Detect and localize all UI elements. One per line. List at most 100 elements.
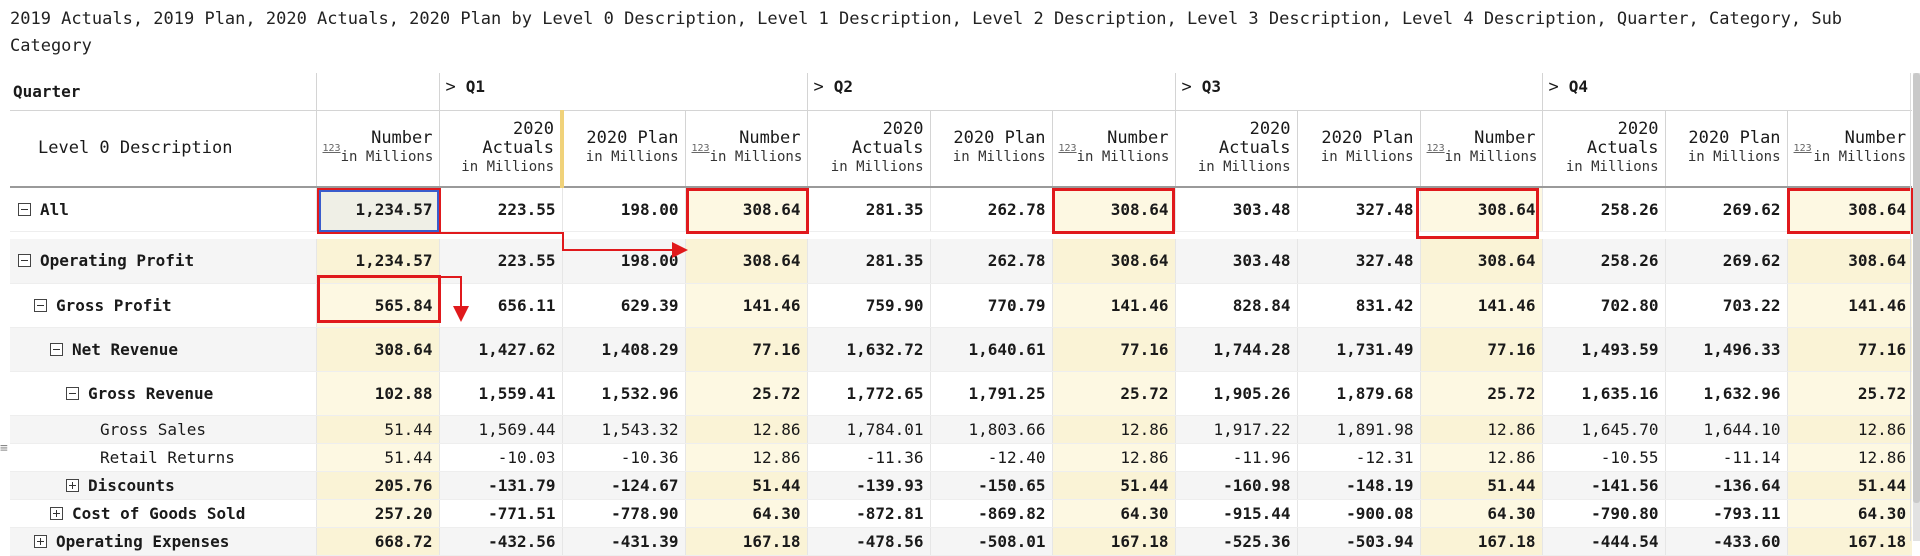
value-cell[interactable]: 702.80 (1541, 283, 1666, 328)
value-cell[interactable]: 77.16 (1419, 327, 1543, 372)
value-cell[interactable]: -869.82 (929, 499, 1053, 528)
value-cell[interactable]: 1,559.41 (438, 371, 562, 416)
value-cell[interactable]: 308.64 (1786, 187, 1913, 232)
value-cell[interactable]: 1,917.22 (1174, 415, 1298, 444)
column-header-actuals[interactable]: 2020 Actuals in Millions (1541, 110, 1666, 188)
value-cell[interactable]: 167.18 (1786, 527, 1913, 556)
value-cell[interactable]: 327.48 (1296, 187, 1421, 232)
value-cell[interactable]: 12.86 (1419, 415, 1543, 444)
value-cell[interactable]: -793.11 (1664, 499, 1788, 528)
column-header-plan[interactable]: 2020 Plan in Millions (1664, 110, 1788, 188)
table-row[interactable]: Cost of Goods Sold 257.20 -771.51 -778.90 64… (10, 499, 1913, 528)
value-cell[interactable]: 262.78 (929, 239, 1053, 284)
expand-icon[interactable] (50, 506, 63, 520)
value-cell[interactable]: 1,632.72 (806, 327, 931, 372)
value-cell[interactable]: 12.86 (1051, 443, 1176, 472)
value-cell[interactable]: -503.94 (1296, 527, 1421, 556)
table-row[interactable]: Net Revenue 308.64 1,427.62 1,408.29 77.16 1,… (10, 327, 1913, 372)
value-cell[interactable]: 1,803.66 (929, 415, 1053, 444)
value-cell[interactable]: 629.39 (561, 283, 685, 328)
value-cell[interactable]: -508.01 (929, 527, 1053, 556)
value-cell[interactable]: -160.98 (1174, 471, 1298, 500)
value-cell[interactable]: 308.64 (1051, 239, 1176, 284)
row-header[interactable]: Net Revenue (10, 327, 316, 372)
value-cell[interactable]: 25.72 (684, 371, 808, 416)
value-cell[interactable]: -900.08 (1296, 499, 1421, 528)
column-header-number[interactable]: 123 Number in Millions (1051, 110, 1176, 188)
level0-header[interactable]: Level 0 Description (10, 110, 316, 188)
value-cell[interactable]: -139.93 (806, 471, 931, 500)
value-cell[interactable]: -136.64 (1664, 471, 1788, 500)
value-cell[interactable]: 141.46 (1786, 283, 1913, 328)
value-cell[interactable]: 1,645.70 (1541, 415, 1666, 444)
row-header[interactable]: All (10, 187, 316, 232)
column-header-plan[interactable]: 2020 Plan in Millions (1296, 110, 1421, 188)
column-header-actuals[interactable]: 2020 Actuals in Millions (438, 110, 564, 188)
value-cell[interactable]: 205.76 (315, 471, 439, 500)
value-cell[interactable]: 308.64 (1419, 239, 1543, 284)
value-cell[interactable]: -10.03 (438, 443, 562, 472)
value-cell[interactable]: -141.56 (1541, 471, 1666, 500)
column-header-plan[interactable]: 2020 Plan in Millions (929, 110, 1053, 188)
column-header-plan[interactable]: 2020 Plan in Millions (561, 110, 685, 188)
value-cell[interactable]: 167.18 (1419, 527, 1543, 556)
value-cell[interactable]: -872.81 (806, 499, 931, 528)
value-cell[interactable]: 1,784.01 (806, 415, 931, 444)
value-cell[interactable]: 1,543.32 (561, 415, 685, 444)
value-cell[interactable]: 303.48 (1174, 187, 1298, 232)
value-cell[interactable]: -150.65 (929, 471, 1053, 500)
value-cell[interactable]: -11.14 (1664, 443, 1788, 472)
collapse-icon[interactable] (34, 298, 47, 312)
resize-handle-icon[interactable]: ≡ (0, 441, 8, 456)
value-cell[interactable]: 258.26 (1541, 187, 1666, 232)
value-cell[interactable]: 308.64 (1419, 187, 1543, 232)
value-cell[interactable]: -11.96 (1174, 443, 1298, 472)
value-cell[interactable]: 223.55 (438, 239, 562, 284)
collapse-icon[interactable] (50, 342, 63, 356)
value-cell[interactable]: 198.00 (561, 187, 685, 232)
value-cell[interactable]: 167.18 (1051, 527, 1176, 556)
value-cell[interactable]: 77.16 (684, 327, 808, 372)
value-cell[interactable]: 1,744.28 (1174, 327, 1298, 372)
value-cell[interactable]: 77.16 (1051, 327, 1176, 372)
value-cell[interactable]: 51.44 (1419, 471, 1543, 500)
value-cell[interactable]: -444.54 (1541, 527, 1666, 556)
row-header[interactable]: Discounts (10, 471, 316, 500)
value-cell[interactable]: 770.79 (929, 283, 1053, 328)
expand-icon[interactable] (66, 478, 79, 492)
value-cell[interactable]: 308.64 (684, 239, 808, 284)
quarter-header-q4[interactable]: > Q4 (1541, 73, 1913, 111)
value-cell[interactable]: -790.80 (1541, 499, 1666, 528)
quarter-header-q2[interactable]: > Q2 (806, 73, 1176, 111)
value-cell[interactable]: -148.19 (1296, 471, 1421, 500)
value-cell[interactable]: 1,532.96 (561, 371, 685, 416)
value-cell[interactable]: 1,772.65 (806, 371, 931, 416)
value-cell[interactable]: 51.44 (315, 443, 439, 472)
value-cell[interactable]: 1,635.16 (1541, 371, 1666, 416)
value-cell[interactable]: 703.22 (1664, 283, 1788, 328)
value-cell[interactable]: -10.36 (561, 443, 685, 472)
column-header-number[interactable]: 123 Number in Millions (1419, 110, 1543, 188)
value-cell[interactable]: -778.90 (561, 499, 685, 528)
value-cell[interactable]: 258.26 (1541, 239, 1666, 284)
value-cell[interactable]: 269.62 (1664, 187, 1788, 232)
value-cell[interactable]: 565.84 (315, 283, 439, 328)
value-cell[interactable]: 25.72 (1051, 371, 1176, 416)
value-cell[interactable]: -124.67 (561, 471, 685, 500)
table-row[interactable]: Operating Profit 1,234.57 223.55 198.00 308.… (10, 239, 1913, 284)
column-header-number[interactable]: 123 Number in Millions (1786, 110, 1913, 188)
scrollbar-thumb[interactable] (1913, 73, 1920, 503)
value-cell[interactable]: -915.44 (1174, 499, 1298, 528)
value-cell[interactable]: 1,496.33 (1664, 327, 1788, 372)
value-cell[interactable]: -12.31 (1296, 443, 1421, 472)
row-header[interactable]: Gross Revenue (10, 371, 316, 416)
table-row[interactable]: All 1,234.57 223.55 198.00 308.64 281.35 262.7… (10, 187, 1913, 232)
table-row[interactable]: Gross Profit 565.84 656.11 629.39 141.46 759.… (10, 283, 1913, 328)
value-cell[interactable]: 656.11 (438, 283, 562, 328)
column-header-actuals[interactable]: 2020 Actuals in Millions (1174, 110, 1298, 188)
value-cell[interactable]: 1,644.10 (1664, 415, 1788, 444)
value-cell[interactable]: 64.30 (1419, 499, 1543, 528)
value-cell[interactable]: 77.16 (1786, 327, 1913, 372)
value-cell[interactable]: 1,905.26 (1174, 371, 1298, 416)
chevron-right-icon[interactable]: > (813, 77, 824, 97)
